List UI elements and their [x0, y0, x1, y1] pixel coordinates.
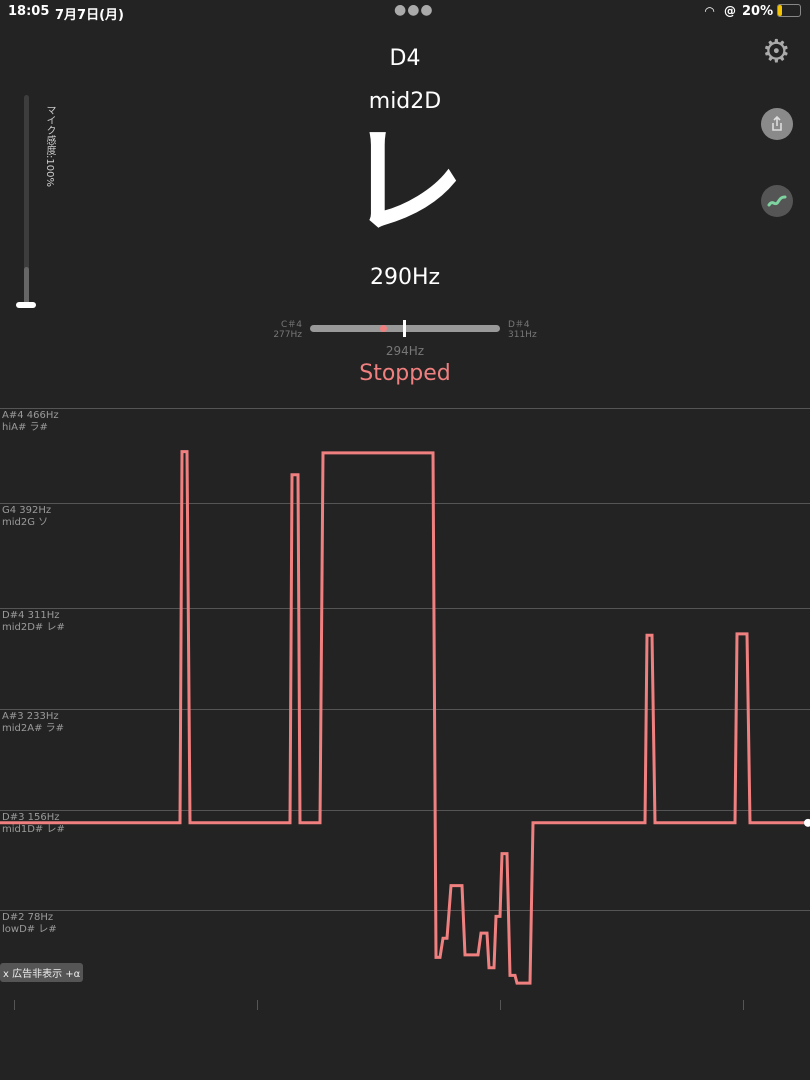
- gridline: [0, 503, 810, 504]
- gear-icon: ⚙: [762, 32, 791, 70]
- battery-percent: 20%: [742, 4, 774, 19]
- graph-button[interactable]: [761, 185, 793, 217]
- settings-button[interactable]: ⚙: [762, 34, 791, 68]
- share-button[interactable]: [761, 108, 793, 140]
- gridline: [0, 709, 810, 710]
- remove-ads-button[interactable]: x 広告非表示 +α: [0, 963, 84, 982]
- meter-center-hz: 294Hz: [385, 344, 425, 358]
- status-date: 7月7日(月): [55, 8, 124, 23]
- wifi-icon: ◠: [705, 4, 715, 18]
- orientation-lock-icon: @: [724, 4, 736, 18]
- time-tick: [743, 1000, 744, 1010]
- gridline: [0, 408, 810, 409]
- gridline-label: D#3 156Hz mid1D# レ#: [2, 812, 65, 835]
- status-stopped[interactable]: Stopped: [359, 361, 451, 386]
- solfege-kana: レ: [345, 113, 465, 252]
- detected-frequency: 290Hz: [369, 265, 441, 290]
- status-time: 18:05: [8, 4, 50, 19]
- pitch-series-line: [0, 450, 808, 985]
- detected-marker: [380, 325, 387, 332]
- gridline: [0, 608, 810, 609]
- meter-left-note: C＃4 277Hz: [273, 320, 302, 340]
- gridline: [0, 810, 810, 811]
- battery-icon: [777, 4, 801, 17]
- gridline-label: A#3 233Hz mid2A# ラ#: [2, 711, 65, 734]
- pitch-meter: [310, 320, 500, 337]
- octave-name: mid2D: [368, 89, 442, 114]
- gridline-label: A#4 466Hz hiA# ラ#: [2, 410, 59, 433]
- multitask-dots-icon[interactable]: ●●●: [394, 2, 434, 18]
- gridline-label: D#4 311Hz mid2D# レ#: [2, 610, 65, 633]
- gridline-label: G4 392Hz mid2G ソ: [2, 505, 52, 528]
- current-point: [804, 818, 810, 827]
- gridline-label: D#2 78Hz lowD# レ#: [2, 912, 57, 935]
- meter-right-note: D＃4 311Hz: [508, 320, 537, 340]
- slider-handle[interactable]: [16, 302, 36, 308]
- wave-icon: [767, 195, 787, 207]
- time-tick: [500, 1000, 501, 1010]
- mic-sensitivity-label: マイク感度:100%: [44, 105, 55, 187]
- mic-sensitivity-slider[interactable]: [16, 95, 36, 308]
- share-icon: [772, 115, 782, 131]
- note-name: D4: [389, 46, 421, 71]
- gridline: [0, 910, 810, 911]
- center-marker: [403, 320, 406, 337]
- time-tick: [257, 1000, 258, 1010]
- time-tick: [14, 1000, 15, 1010]
